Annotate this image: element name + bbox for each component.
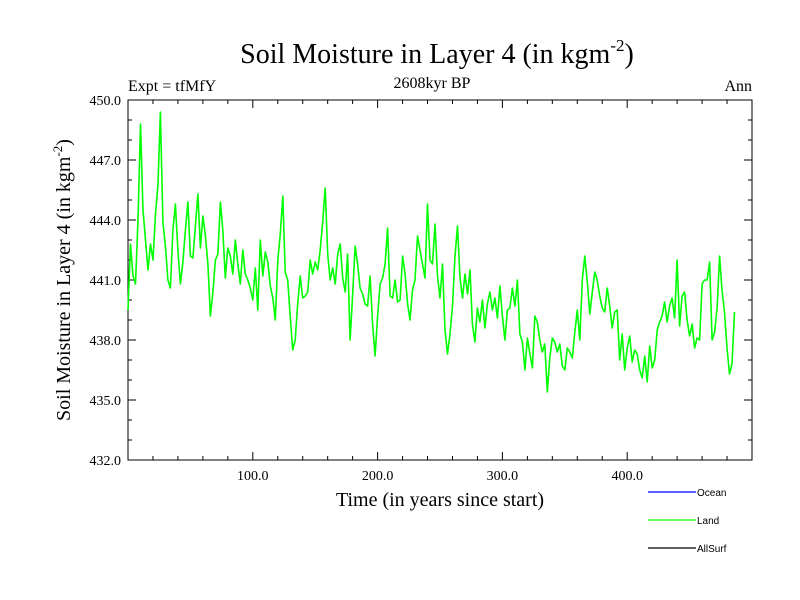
x-axis-ticks: 100.0 200.0 300.0 400.0 (152, 100, 728, 484)
chart-title: Soil Moisture in Layer 4 (in kgm-2) (240, 36, 634, 70)
expt-label: Expt = tfMfY (128, 78, 217, 95)
legend: Ocean Land AllSurf (648, 488, 727, 555)
y-tick-label: 438.0 (90, 334, 122, 349)
series-line-land (127, 111, 736, 393)
x-tick-label: 200.0 (362, 469, 394, 484)
chart-subtitle: 2608kyr BP (394, 75, 471, 92)
plot-frame (127, 99, 753, 461)
x-tick-label: 300.0 (487, 469, 519, 484)
y-tick-label: 444.0 (90, 214, 122, 229)
y-tick-label: 450.0 (90, 94, 122, 109)
y-tick-label: 441.0 (90, 274, 122, 289)
x-tick-label: 100.0 (237, 469, 269, 484)
y-axis-label: Soil Moisture in Layer 4 (in kgm-2) (50, 139, 75, 421)
y-tick-label: 435.0 (90, 394, 122, 409)
y-axis-ticks: 432.0 435.0 438.0 441.0 444.0 447.0 450.0 (90, 94, 752, 469)
y-tick-label: 447.0 (90, 154, 122, 169)
legend-label-allsurf: AllSurf (697, 544, 727, 555)
legend-label-ocean: Ocean (697, 488, 726, 499)
x-tick-label: 400.0 (611, 469, 643, 484)
legend-label-land: Land (697, 516, 719, 527)
series-group (127, 111, 736, 393)
season-label: Ann (724, 78, 752, 95)
x-axis-label: Time (in years since start) (336, 489, 544, 511)
y-tick-label: 432.0 (90, 454, 122, 469)
